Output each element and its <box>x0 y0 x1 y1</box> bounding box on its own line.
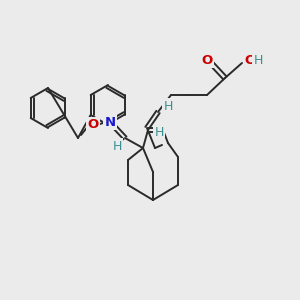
Text: H: H <box>154 125 164 139</box>
Text: H: H <box>163 100 173 112</box>
Text: O: O <box>201 53 213 67</box>
Text: H: H <box>112 140 122 152</box>
Text: O: O <box>244 53 256 67</box>
Text: O: O <box>87 118 99 131</box>
Text: N: N <box>104 116 116 128</box>
Text: H: H <box>253 53 263 67</box>
